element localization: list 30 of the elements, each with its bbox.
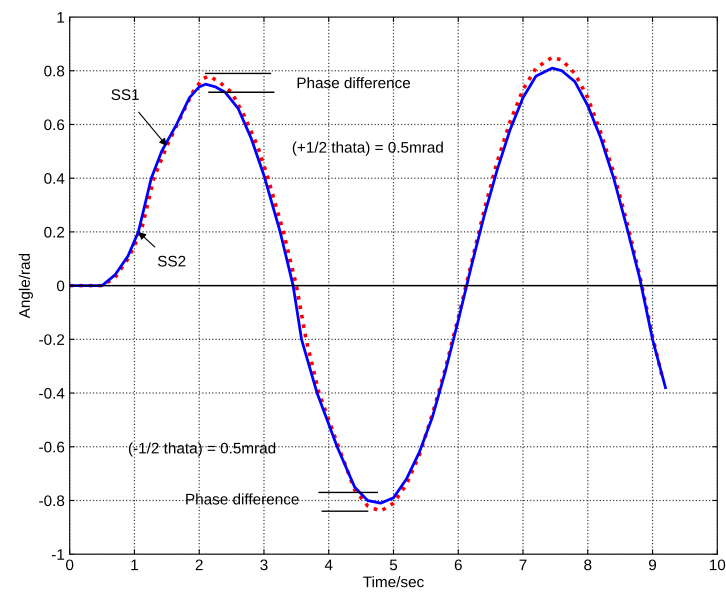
y-tick-label: -0.2 — [39, 334, 64, 346]
x-tick-label: 0 — [66, 559, 74, 570]
annotation: Phase difference — [186, 493, 299, 505]
y-tick-label: -0.4 — [39, 388, 64, 399]
y-tick-label: 0.4 — [44, 173, 64, 184]
y-tick-label: 0.8 — [44, 66, 64, 76]
x-tick-label: 5 — [390, 560, 398, 570]
x-tick-label: 2 — [196, 559, 203, 570]
y-tick-label: 1 — [58, 12, 64, 23]
y-tick-label: 0.2 — [44, 226, 64, 238]
y-axis-title: Angle/rad — [18, 254, 33, 318]
x-tick-label: 7 — [520, 560, 526, 570]
x-tick-label: 8 — [584, 559, 592, 570]
x-tick-label: 9 — [648, 559, 656, 570]
y-tick-label: 0 — [56, 280, 64, 292]
x-tick-label: 4 — [324, 560, 333, 570]
annotation: Phase difference — [298, 77, 410, 88]
annotation: (+1/2 thata) = 0.5mrad — [292, 142, 443, 156]
y-tick-label: -0.6 — [39, 442, 64, 452]
annotation: (-1/2 thata) = 0.5mrad — [128, 442, 276, 457]
x-tick-label: 3 — [260, 559, 268, 570]
x-tick-label: 10 — [710, 559, 726, 570]
y-tick-label: -0.8 — [39, 495, 64, 506]
y-tick-label: 0.6 — [44, 119, 64, 130]
x-axis-title: Time/sec — [363, 576, 424, 588]
y-tick-label: -1 — [52, 549, 64, 560]
x-tick-label: 6 — [454, 559, 462, 570]
annotation: SS1 — [111, 89, 139, 100]
x-tick-label: 1 — [131, 560, 138, 570]
annotation: SS2 — [158, 256, 186, 267]
